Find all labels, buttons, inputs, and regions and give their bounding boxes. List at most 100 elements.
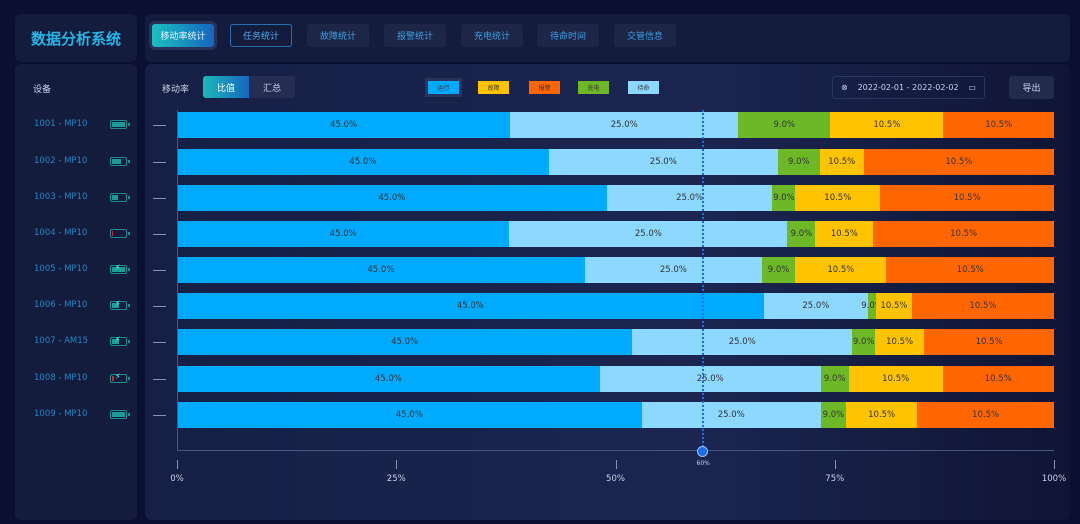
legend-item[interactable]: 故障	[478, 81, 509, 94]
bar-segment-运行[interactable]: 45.0%	[177, 221, 510, 247]
bar-segment-待命[interactable]: 25.0%	[763, 293, 869, 319]
bar-segment-报警[interactable]: 10.5%	[880, 185, 1054, 211]
bar-segment-运行[interactable]: 45.0%	[177, 402, 642, 428]
chart-panel: 移动率 比值 汇总 运行 故障 报警 充电 待命 ⊗ 2022-02-01 - 2022…	[145, 64, 1070, 520]
bar-segment-报警[interactable]: 10.5%	[943, 112, 1054, 138]
device-name[interactable]: 1009 - MP10	[34, 409, 88, 419]
device-name[interactable]: 1003 - MP10	[34, 192, 88, 202]
device-name[interactable]: 1006 - MP10	[34, 300, 88, 310]
bar-segment-报警[interactable]: 10.5%	[924, 329, 1054, 355]
bar-segment-报警[interactable]: 10.5%	[911, 293, 1054, 319]
date-range-picker[interactable]: ⊗ 2022-02-01 - 2022-02-02 ▭	[832, 76, 985, 99]
bar-segment-故障[interactable]: 10.5%	[819, 149, 864, 175]
marker-line[interactable]	[702, 110, 705, 450]
battery-charging-icon: ⚡	[110, 299, 130, 310]
tab-3[interactable]: 报警统计	[384, 24, 446, 47]
bar-segment-故障[interactable]: 10.5%	[795, 257, 887, 283]
bar-segment-待命[interactable]: 25.0%	[599, 366, 821, 392]
bar-segment-充电[interactable]: 9.0%	[777, 149, 820, 175]
bar-segment-运行[interactable]: 45.0%	[177, 112, 511, 138]
bar-segment-故障[interactable]: 10.5%	[848, 366, 943, 392]
x-tick	[177, 460, 178, 469]
bar-segment-故障[interactable]: 10.5%	[875, 329, 925, 355]
device-name[interactable]: 1005 - MP10	[34, 264, 88, 274]
bar-segment-待命[interactable]: 25.0%	[510, 112, 739, 138]
device-sidebar: 设备	[15, 64, 137, 520]
bar-segment-报警[interactable]: 10.5%	[942, 366, 1054, 392]
marker-label: 60%	[696, 460, 710, 467]
x-tick-label: 75%	[825, 474, 845, 484]
bar-segment-待命[interactable]: 25.0%	[548, 149, 778, 175]
bar-segment-故障[interactable]: 10.5%	[846, 402, 918, 428]
row-dash	[153, 198, 166, 199]
battery-charging-icon: ⚡	[110, 372, 130, 383]
legend-item[interactable]: 运行	[428, 81, 459, 94]
bar-segment-待命[interactable]: 25.0%	[632, 329, 853, 355]
bar-segment-故障[interactable]: 10.5%	[795, 185, 881, 211]
row-dash	[153, 234, 166, 235]
x-tick	[396, 460, 398, 469]
bar-segment-报警[interactable]: 10.5%	[886, 257, 1054, 283]
bar-segment-待命[interactable]: 25.0%	[509, 221, 788, 247]
bar-segment-充电[interactable]: 9.0%	[738, 112, 831, 138]
row-dash	[153, 125, 166, 126]
device-name[interactable]: 1008 - MP10	[34, 373, 88, 383]
tab-1[interactable]: 任务统计	[230, 24, 292, 47]
battery-charging-icon: ⚡	[110, 263, 130, 274]
bar-segment-充电[interactable]: 9.0%	[787, 221, 816, 247]
legend-item[interactable]: 报警	[529, 81, 560, 94]
bar-segment-故障[interactable]: 10.5%	[815, 221, 874, 247]
x-tick	[615, 460, 617, 469]
clear-icon[interactable]: ⊗	[841, 83, 848, 92]
device-name[interactable]: 1004 - MP10	[34, 228, 88, 238]
device-name[interactable]: 1002 - MP10	[34, 156, 88, 166]
bar-segment-充电[interactable]: 9.0%	[761, 257, 796, 283]
stacked-bar: 45.0% 25.0% 9.0% 10.5% 10.5%	[177, 402, 1054, 428]
bar-segment-充电[interactable]: 9.0%	[820, 366, 849, 392]
bar-segment-报警[interactable]: 10.5%	[873, 221, 1054, 247]
bar-segment-运行[interactable]: 45.0%	[177, 366, 600, 392]
bar-segment-充电[interactable]: 9.0%	[772, 185, 796, 211]
x-tick	[1054, 460, 1055, 469]
legend-item[interactable]: 充电	[578, 81, 609, 94]
bar-segment-运行[interactable]: 45.0%	[177, 293, 764, 319]
bar-segment-充电[interactable]: 9.0%	[861, 293, 883, 319]
tab-5[interactable]: 待命时间	[537, 24, 599, 47]
row-dash	[153, 415, 166, 416]
row-dash	[153, 270, 166, 271]
bar-segment-报警[interactable]: 10.5%	[917, 402, 1054, 428]
toggle-summary[interactable]: 汇总	[262, 83, 281, 94]
bar-segment-运行[interactable]: 45.0%	[177, 149, 549, 175]
export-button[interactable]: 导出	[1009, 76, 1054, 99]
battery-icon	[110, 120, 130, 129]
tab-6[interactable]: 交管信息	[614, 24, 676, 47]
bar-segment-运行[interactable]: 45.0%	[177, 329, 633, 355]
stacked-bar: 45.0% 25.0% 9.0% 10.5% 10.5%	[177, 221, 1054, 247]
device-name[interactable]: 1001 - MP10	[34, 119, 88, 129]
bar-segment-故障[interactable]: 10.5%	[830, 112, 944, 138]
bar-segment-运行[interactable]: 45.0%	[177, 257, 585, 283]
bar-segment-充电[interactable]: 9.0%	[852, 329, 876, 355]
row-dash	[153, 306, 166, 307]
tab-2[interactable]: 故障统计	[307, 24, 369, 47]
bar-segment-报警[interactable]: 10.5%	[863, 149, 1054, 175]
bar-segment-待命[interactable]: 25.0%	[641, 402, 821, 428]
bar-segment-运行[interactable]: 45.0%	[177, 185, 607, 211]
tab-0[interactable]: 移动率统计	[152, 24, 214, 47]
bar-segment-待命[interactable]: 25.0%	[584, 257, 762, 283]
device-name[interactable]: 1007 - AM15	[34, 336, 89, 346]
x-tick-label: 100%	[1041, 474, 1067, 484]
bar-segment-待命[interactable]: 25.0%	[606, 185, 773, 211]
toggle-ratio[interactable]: 比值	[203, 76, 249, 98]
legend-item[interactable]: 待命	[628, 81, 659, 94]
x-tick	[834, 460, 836, 469]
bar-segment-故障[interactable]: 10.5%	[875, 293, 912, 319]
stacked-bar: 45.0% 25.0% 9.0% 10.5% 10.5%	[177, 112, 1054, 138]
battery-icon	[110, 193, 130, 202]
calendar-icon[interactable]: ▭	[968, 83, 976, 92]
bar-segment-充电[interactable]: 9.0%	[820, 402, 847, 428]
battery-icon	[110, 410, 130, 419]
tab-4[interactable]: 充电统计	[461, 24, 523, 47]
app-title: 数据分析系统	[15, 14, 137, 62]
marker-handle[interactable]	[697, 446, 709, 457]
